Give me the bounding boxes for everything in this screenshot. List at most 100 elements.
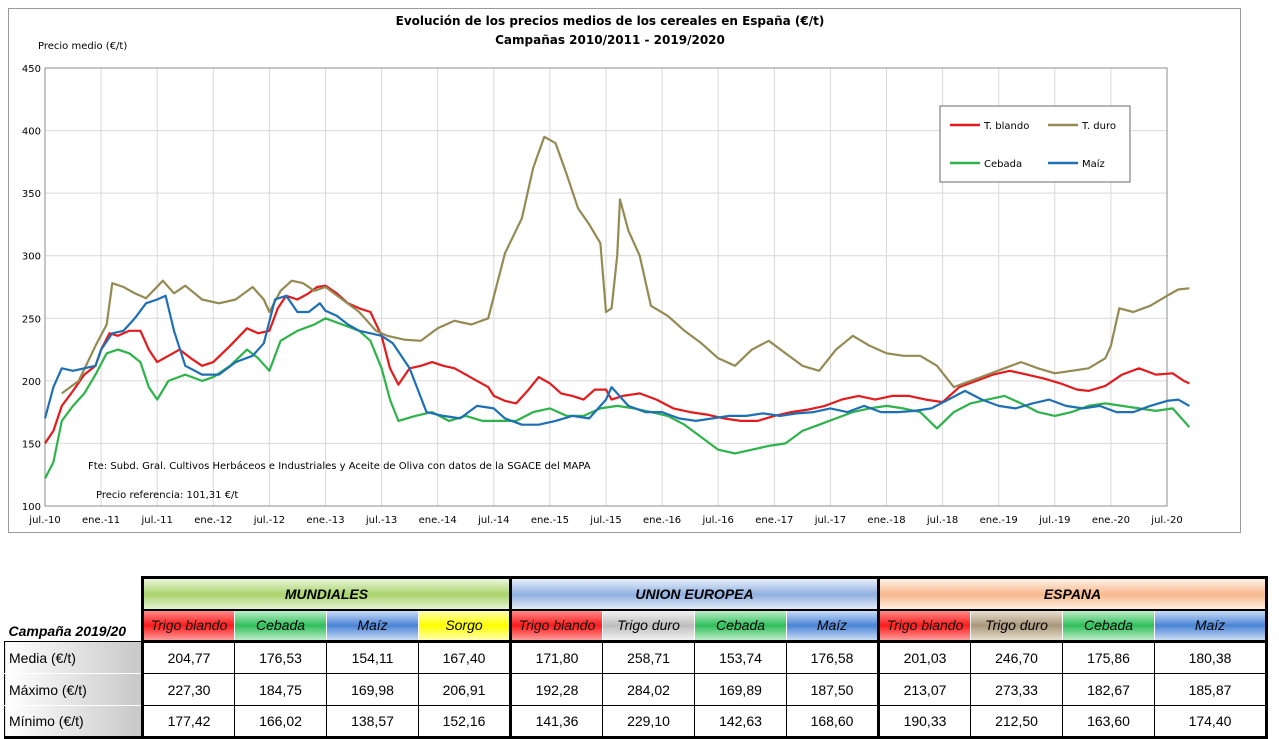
table-cell: 201,03 <box>877 641 971 674</box>
y-tick-label: 100 <box>22 502 41 513</box>
grid-layer <box>44 67 1168 507</box>
column-header: Cebada <box>694 609 787 643</box>
x-tick-label: jul.-16 <box>701 515 733 526</box>
row-label: Media (€/t) <box>4 641 143 674</box>
column-header: Trigo duro <box>602 609 695 643</box>
table-cell: 180,38 <box>1154 641 1268 674</box>
column-header: Trigo blando <box>877 609 971 643</box>
table-cell: 182,67 <box>1062 673 1155 706</box>
table-cell: 284,02 <box>602 673 695 706</box>
series-layer <box>43 135 1191 480</box>
table-cell: 190,33 <box>877 705 971 739</box>
column-header: Trigo blando <box>509 609 603 643</box>
x-tick-label: ene.-13 <box>306 515 344 526</box>
column-header: Maíz <box>1154 609 1268 643</box>
table-cell: 171,80 <box>509 641 603 674</box>
x-tick-label: ene.-17 <box>755 515 793 526</box>
y-tick-label: 250 <box>22 314 41 325</box>
table-cell: 154,11 <box>326 641 419 674</box>
plot-area <box>44 67 1168 507</box>
table-cell: 184,75 <box>234 673 327 706</box>
x-tick-label: jul.-10 <box>28 515 60 526</box>
x-tick-label: jul.-20 <box>1150 515 1182 526</box>
table-cell: 206,91 <box>418 673 511 706</box>
table-cell: 229,10 <box>602 705 695 739</box>
y-tick-label: 400 <box>22 127 41 138</box>
x-tick-label: ene.-18 <box>867 515 905 526</box>
table-cell: 163,60 <box>1062 705 1155 739</box>
y-tick-label: 200 <box>22 377 41 388</box>
reference-note: Precio referencia: 101,31 €/t <box>96 490 238 501</box>
series-line-1 <box>61 135 1190 395</box>
column-header: Cebada <box>1062 609 1155 643</box>
chart-legend: T. blando T. duro Cebada Maíz <box>939 105 1131 183</box>
price-summary-table: MUNDIALES UNION EUROPEA ESPANA Campaña 201… <box>4 576 1268 739</box>
table-cell: 227,30 <box>141 673 235 706</box>
x-tick-label: ene.-14 <box>419 515 457 526</box>
row-label: Mínimo (€/t) <box>4 705 143 739</box>
group-header-row: MUNDIALES UNION EUROPEA ESPANA <box>5 576 1268 611</box>
x-tick-label: ene.-20 <box>1092 515 1130 526</box>
legend-label: T. blando <box>983 121 1029 132</box>
table-row: Media (€/t) 204,77 176,53 154,11 167,40 171,8… <box>4 641 1268 674</box>
x-tick-label: jul.-18 <box>926 515 958 526</box>
column-header: Cebada <box>234 609 327 643</box>
tick-layer: jul.-10 ene.-11 jul.-11 ene.-12 jul.-12 ene.-… <box>22 64 1183 526</box>
table-cell: 138,57 <box>326 705 419 739</box>
table-cell: 212,50 <box>970 705 1063 739</box>
subheader-row: Campaña 2019/20 Trigo blando Cebada Maíz So… <box>5 609 1268 643</box>
group-header: UNION EUROPEA <box>509 576 880 611</box>
x-tick-label: ene.-19 <box>980 515 1018 526</box>
column-header: Maíz <box>786 609 879 643</box>
table-cell: 177,42 <box>141 705 235 739</box>
legend-label: Maíz <box>1082 158 1105 170</box>
table-cell: 168,60 <box>786 705 879 739</box>
table-cell: 176,58 <box>786 641 879 674</box>
source-note: Fte: Subd. Gral. Cultivos Herbáceos e In… <box>88 460 591 472</box>
table-cell: 141,36 <box>509 705 603 739</box>
table-cell: 192,28 <box>509 673 603 706</box>
x-tick-label: jul.-19 <box>1038 515 1070 526</box>
x-tick-label: jul.-13 <box>365 515 397 526</box>
x-tick-label: jul.-11 <box>140 515 172 526</box>
series-line-2 <box>44 317 1191 480</box>
table-row: Máximo (€/t) 227,30 184,75 169,98 206,91 192,… <box>4 673 1268 706</box>
x-tick-label: ene.-16 <box>643 515 681 526</box>
table-cell: 185,87 <box>1154 673 1268 706</box>
y-axis-label: Precio medio (€/t) <box>38 41 127 52</box>
y-tick-label: 450 <box>22 64 41 75</box>
table-cell: 153,74 <box>694 641 787 674</box>
row-label: Máximo (€/t) <box>4 673 143 706</box>
chart-subtitle: Campañas 2010/2011 - 2019/2020 <box>495 33 725 47</box>
table-cell: 175,86 <box>1062 641 1155 674</box>
price-evolution-chart: Evolución de los precios medios de los c… <box>22 14 1191 526</box>
x-tick-label: jul.-14 <box>477 515 509 526</box>
y-tick-label: 300 <box>22 252 41 263</box>
campaign-label: Campaña 2019/20 <box>8 623 127 639</box>
chart-title: Evolución de los precios medios de los c… <box>396 14 825 28</box>
table-cell: 246,70 <box>970 641 1063 674</box>
table-cell: 273,33 <box>970 673 1063 706</box>
x-tick-label: ene.-15 <box>531 515 569 526</box>
table-cell: 142,63 <box>694 705 787 739</box>
legend-label: Cebada <box>984 159 1022 170</box>
table-cell: 167,40 <box>418 641 511 674</box>
column-header: Trigo blando <box>141 609 235 643</box>
x-tick-label: ene.-12 <box>194 515 232 526</box>
table-cell: 187,50 <box>786 673 879 706</box>
table-cell: 169,98 <box>326 673 419 706</box>
table-cell: 174,40 <box>1154 705 1268 739</box>
table-cell: 169,89 <box>694 673 787 706</box>
column-header: Trigo duro <box>970 609 1063 643</box>
legend-label: T. duro <box>1081 121 1116 132</box>
table-cell: 204,77 <box>141 641 235 674</box>
series-line-3 <box>43 294 1190 426</box>
group-header: ESPANA <box>877 576 1268 611</box>
column-header: Maíz <box>326 609 419 643</box>
table-cell: 258,71 <box>602 641 695 674</box>
table-cell: 152,16 <box>418 705 511 739</box>
x-tick-label: jul.-12 <box>253 515 285 526</box>
y-tick-label: 350 <box>22 189 41 200</box>
table-cell: 166,02 <box>234 705 327 739</box>
x-tick-label: ene.-11 <box>82 515 120 526</box>
